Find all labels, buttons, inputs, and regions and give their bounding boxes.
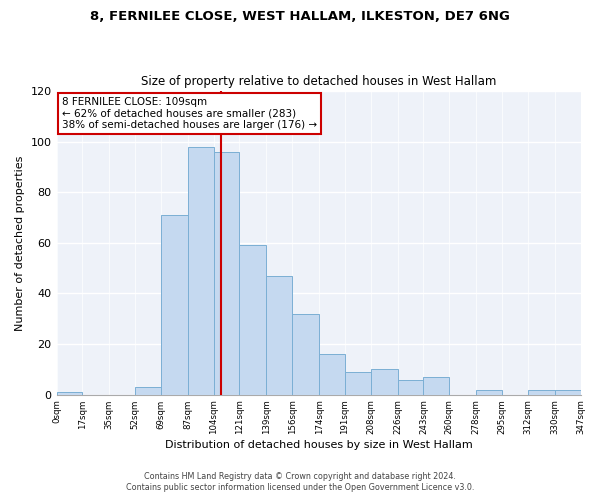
Title: Size of property relative to detached houses in West Hallam: Size of property relative to detached ho… xyxy=(141,76,496,88)
Bar xyxy=(345,372,371,394)
Bar xyxy=(527,390,555,394)
Text: 8, FERNILEE CLOSE, WEST HALLAM, ILKESTON, DE7 6NG: 8, FERNILEE CLOSE, WEST HALLAM, ILKESTON… xyxy=(90,10,510,23)
Bar xyxy=(214,152,239,394)
Bar xyxy=(319,354,345,395)
Text: 8 FERNILEE CLOSE: 109sqm
← 62% of detached houses are smaller (283)
38% of semi-: 8 FERNILEE CLOSE: 109sqm ← 62% of detach… xyxy=(62,97,317,130)
X-axis label: Distribution of detached houses by size in West Hallam: Distribution of detached houses by size … xyxy=(164,440,472,450)
Bar xyxy=(555,390,581,394)
Bar xyxy=(239,246,266,394)
Bar xyxy=(266,276,292,394)
Bar xyxy=(424,377,449,394)
Bar xyxy=(292,314,319,394)
Text: Contains HM Land Registry data © Crown copyright and database right 2024.
Contai: Contains HM Land Registry data © Crown c… xyxy=(126,472,474,492)
Y-axis label: Number of detached properties: Number of detached properties xyxy=(15,155,25,330)
Bar xyxy=(371,370,398,394)
Bar xyxy=(188,146,214,394)
Bar xyxy=(135,387,161,394)
Bar xyxy=(398,380,424,394)
Bar xyxy=(161,215,188,394)
Bar xyxy=(476,390,502,394)
Bar xyxy=(56,392,82,394)
